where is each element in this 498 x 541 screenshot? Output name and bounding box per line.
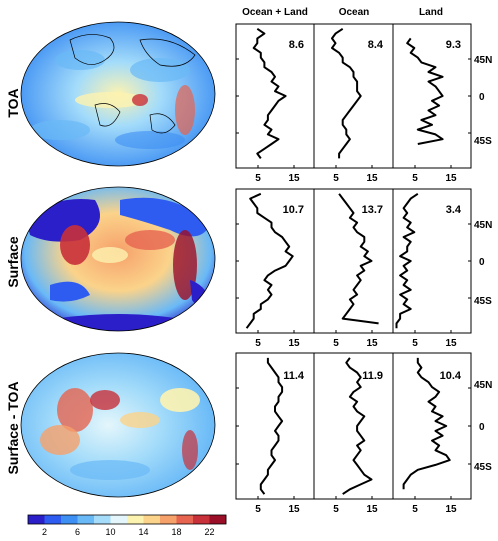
x-tick-label: 15 [445, 504, 457, 515]
profile-line [259, 357, 284, 495]
map-toa [20, 21, 216, 167]
mean-value-labels: 8.6 8.4 9.3 10.7 13.7 3.4 11.4 11.9 10.4 [283, 39, 462, 382]
x-tick-label: 15 [445, 173, 457, 184]
profile-line [331, 27, 362, 159]
colorbar: 2 6 10 14 18 22 [27, 514, 227, 537]
mean-value-label: 8.6 [289, 39, 304, 51]
profile-lines [245, 27, 451, 495]
x-tick-label: 15 [288, 173, 300, 184]
row-label-toa: TOA [5, 88, 21, 117]
mean-value-label: 10.4 [440, 370, 462, 382]
profile-line [395, 192, 419, 329]
mean-value-label: 11.4 [283, 370, 305, 382]
mean-value-label: 8.4 [368, 39, 384, 51]
colorbar-tick-label: 2 [42, 527, 47, 537]
x-tick-labels: 5 15 5 15 5 15 5 15 5 15 5 15 5 15 5 15 … [255, 173, 457, 515]
column-title-land: Land [419, 7, 443, 18]
x-tick-label: 5 [333, 173, 339, 184]
y-tick-label: 0 [479, 422, 485, 433]
x-tick-label: 15 [288, 338, 300, 349]
x-tick-label: 5 [255, 338, 261, 349]
x-tick-label: 15 [288, 504, 300, 515]
profile-line [406, 37, 444, 145]
x-tick-label: 5 [412, 173, 418, 184]
colorbar-tick-label: 22 [204, 527, 214, 537]
mean-value-label: 11.9 [362, 370, 383, 382]
y-tick-label: 45N [474, 380, 492, 391]
y-tick-label: 0 [479, 257, 485, 268]
row-label-surface: Surface [5, 236, 21, 288]
profile-line [252, 27, 287, 159]
x-tick-label: 5 [333, 338, 339, 349]
column-title-ocean-land: Ocean + Land [242, 7, 308, 18]
colorbar-swatch [94, 515, 111, 524]
colorbar-swatch [143, 515, 161, 524]
x-tick-label: 5 [333, 504, 339, 515]
colorbar-swatch [61, 515, 78, 524]
mean-value-label: 10.7 [283, 204, 304, 216]
y-tick-label: 45N [474, 55, 492, 66]
colorbar-swatch [28, 515, 45, 524]
mean-value-label: 9.3 [446, 39, 461, 51]
x-tick-label: 15 [445, 338, 457, 349]
mean-value-label: 13.7 [362, 204, 383, 216]
y-tick-label: 45S [474, 136, 492, 147]
colorbar-swatch [77, 515, 95, 524]
colorbar-tick-label: 10 [105, 527, 115, 537]
colorbar-swatch [193, 515, 210, 524]
y-tick-label: 45S [474, 462, 492, 473]
map-surface-toa [20, 352, 216, 498]
profile-line [402, 357, 451, 490]
profile-line [342, 357, 373, 495]
colorbar-swatch [44, 515, 62, 524]
x-tick-label: 5 [412, 504, 418, 515]
panel-frames [235, 23, 472, 500]
row-label-surface-toa: Surface - TOA [5, 381, 21, 474]
colorbar-swatch [110, 515, 128, 524]
x-tick-label: 5 [255, 504, 261, 515]
x-tick-label: 15 [366, 504, 378, 515]
x-tick-label: 15 [366, 173, 378, 184]
colorbar-swatch [127, 515, 144, 524]
y-tick-label: 45N [474, 220, 492, 231]
colorbar-swatch [160, 515, 177, 524]
axis-ticks [236, 58, 471, 499]
colorbar-swatch [176, 515, 194, 524]
profile-line [245, 192, 294, 329]
x-tick-label: 5 [255, 173, 261, 184]
colorbar-swatch [209, 515, 227, 524]
colorbar-tick-label: 6 [75, 527, 80, 537]
map-surface [20, 186, 216, 332]
colorbar-tick-label: 14 [138, 527, 148, 537]
colorbar-frame [27, 514, 227, 525]
profile-line [338, 193, 379, 325]
mean-value-label: 3.4 [446, 204, 462, 216]
column-title-ocean: Ocean [339, 7, 370, 18]
x-tick-label: 5 [412, 338, 418, 349]
x-tick-label: 15 [366, 338, 378, 349]
colorbar-tick-label: 18 [171, 527, 181, 537]
y-tick-label: 0 [479, 92, 485, 103]
y-tick-label: 45S [474, 296, 492, 307]
y-tick-labels: 45N 0 45S 45N 0 45S 45N 0 45S [474, 55, 492, 473]
